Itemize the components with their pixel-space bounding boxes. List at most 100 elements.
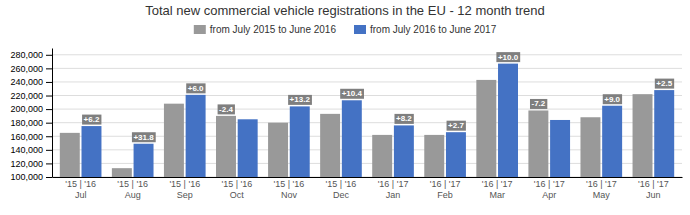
bar <box>60 133 80 177</box>
x-tick-label-line: Feb <box>437 190 453 200</box>
x-tick: '16 | '17Feb <box>430 179 461 199</box>
legend-item: from July 2015 to June 2016 <box>194 24 337 35</box>
x-tick-label-line: '15 | '16 <box>326 179 357 189</box>
y-tick-mark <box>46 68 52 69</box>
y-tick-mark <box>46 109 52 110</box>
x-tick-label-line: '16 | '17 <box>378 179 409 189</box>
y-tick: 180,000 <box>10 118 52 128</box>
annotation-bg <box>496 52 520 62</box>
y-axis-line <box>52 49 53 178</box>
annotation-bg <box>186 83 205 93</box>
y-tick: 100,000 <box>10 172 52 182</box>
x-tick-label-line: Dec <box>333 190 350 200</box>
x-tick-label-line: '16 | '17 <box>534 179 565 189</box>
bar <box>112 168 132 177</box>
chart: Total new commercial vehicle registratio… <box>0 0 690 215</box>
x-tick-label: '15 | '16Oct <box>221 179 252 199</box>
annotation-label: +9.0 <box>604 95 620 104</box>
x-tick-label: '16 | '17Jun <box>638 179 669 199</box>
x-tick: '16 | '17Apr <box>534 179 565 199</box>
y-tick-mark <box>46 82 52 83</box>
x-tick: '15 | '16Dec <box>326 179 357 199</box>
bar <box>238 119 258 177</box>
x-tick-label-line: Sep <box>177 190 193 200</box>
x-tick-label-line: '15 | '16 <box>169 179 200 189</box>
annotation-bg <box>447 121 466 131</box>
annotation: +31.8 <box>132 132 156 142</box>
y-tick-mark <box>46 96 52 97</box>
x-tick-label-line: '15 | '16 <box>117 179 148 189</box>
y-tick-mark <box>46 136 52 137</box>
x-axis-line <box>53 177 683 178</box>
bar-series <box>82 64 675 177</box>
x-tick-label: '16 | '17Apr <box>534 179 565 199</box>
y-tick-label: 240,000 <box>10 77 43 87</box>
grid-line <box>52 109 682 110</box>
annotation: +13.2 <box>288 95 312 105</box>
grid-line <box>52 54 682 55</box>
legend-swatch <box>194 25 206 34</box>
grid-line <box>52 81 682 82</box>
annotation-bg <box>288 95 312 105</box>
annotation-label: -2.4 <box>219 105 233 114</box>
annotations: +6.2+31.8+6.0-2.4+13.2+10.4+8.2+2.7+10.0… <box>82 52 674 142</box>
bar <box>394 125 414 177</box>
grid-line <box>52 68 682 69</box>
annotation: +10.0 <box>496 52 520 62</box>
annotation-label: +10.4 <box>342 89 363 98</box>
annotation-bg <box>603 94 622 104</box>
x-tick-label: '15 | '16Sep <box>169 179 200 199</box>
x-axis: '15 | '16Jul'15 | '16Aug'15 | '16Sep'15 … <box>53 178 683 200</box>
annotation-bg <box>530 99 547 109</box>
x-tick: '15 | '16Nov <box>274 179 305 199</box>
bar-series <box>60 80 653 177</box>
x-tick-label-line: '16 | '17 <box>586 179 617 189</box>
legend: from July 2015 to June 2016from July 201… <box>194 24 497 35</box>
annotation-bg <box>394 114 413 124</box>
y-tick: 160,000 <box>10 132 52 142</box>
annotation: +10.4 <box>340 89 364 99</box>
x-tick-label-line: Jan <box>386 190 401 200</box>
x-tick: '16 | '17Mar <box>482 179 513 199</box>
bar <box>424 135 444 177</box>
annotation-label: +31.8 <box>133 133 154 142</box>
bar <box>602 106 622 177</box>
annotation: +2.7 <box>447 121 466 131</box>
bar <box>290 106 310 177</box>
x-tick: '15 | '16Jul <box>65 179 96 199</box>
annotation: -7.2 <box>530 99 547 109</box>
bar <box>268 123 288 177</box>
x-tick-label-line: '16 | '17 <box>482 179 513 189</box>
x-tick-label: '16 | '17Mar <box>482 179 513 199</box>
y-tick-mark <box>46 150 52 151</box>
y-tick: 120,000 <box>10 159 52 169</box>
bar <box>476 80 496 177</box>
y-tick: 220,000 <box>10 91 52 101</box>
x-tick-label-line: '15 | '16 <box>274 179 305 189</box>
x-tick-label: '15 | '16Aug <box>117 179 148 199</box>
y-tick-label: 160,000 <box>10 132 43 142</box>
annotation: +6.0 <box>186 83 205 93</box>
bar <box>550 120 570 177</box>
x-tick-label: '15 | '16Jul <box>65 179 96 199</box>
bars <box>60 64 674 177</box>
bar <box>342 100 362 177</box>
grid-line <box>52 95 682 96</box>
y-tick-label: 280,000 <box>10 50 43 60</box>
bar <box>372 135 392 177</box>
annotation-label: +10.0 <box>498 53 519 62</box>
bar <box>320 114 340 177</box>
x-tick: '15 | '16Sep <box>169 179 200 199</box>
x-tick-label-line: '16 | '17 <box>638 179 669 189</box>
x-tick-label: '16 | '17Feb <box>430 179 461 199</box>
y-tick-label: 180,000 <box>10 118 43 128</box>
annotation-label: -7.2 <box>531 99 545 108</box>
x-tick-label-line: Nov <box>281 190 298 200</box>
x-tick-label-line: Oct <box>230 190 245 200</box>
y-tick-label: 200,000 <box>10 104 43 114</box>
bar <box>633 94 653 177</box>
y-tick-mark <box>46 163 52 164</box>
legend-label: from July 2015 to June 2016 <box>210 24 337 35</box>
y-tick-label: 100,000 <box>10 172 43 182</box>
x-tick: '16 | '17Jun <box>638 179 669 199</box>
